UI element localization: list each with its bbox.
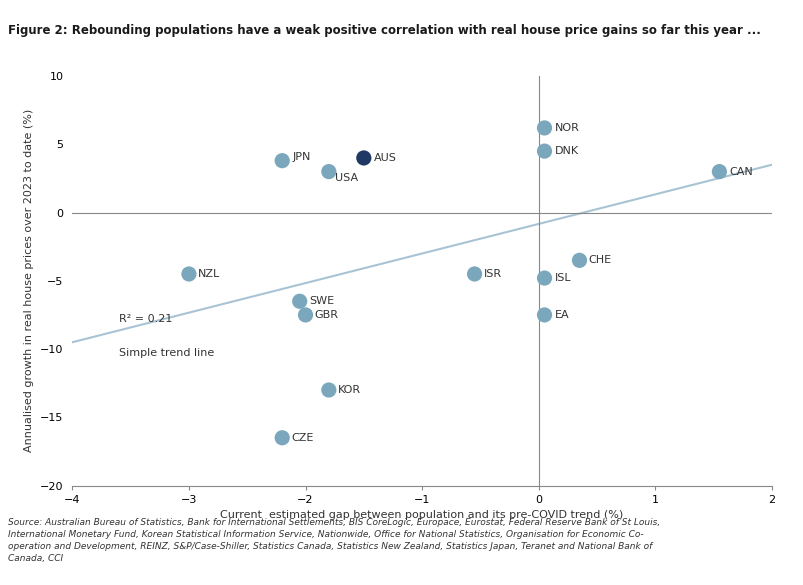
Text: USA: USA: [334, 173, 357, 184]
X-axis label: Current  estimated gap between population and its pre-COVID trend (%): Current estimated gap between population…: [220, 510, 623, 520]
Text: JPN: JPN: [292, 152, 311, 161]
Point: [322, 167, 335, 176]
Text: ISR: ISR: [483, 269, 501, 279]
Text: CAN: CAN: [729, 167, 752, 177]
Point: [537, 123, 550, 133]
Text: NZL: NZL: [198, 269, 220, 279]
Text: ISL: ISL: [554, 273, 571, 283]
Point: [537, 310, 550, 319]
Text: SWE: SWE: [308, 296, 334, 307]
Text: AUS: AUS: [374, 153, 397, 163]
Point: [712, 167, 725, 176]
Point: [537, 146, 550, 156]
Text: Source: Australian Bureau of Statistics, Bank for International Settlements, BIS: Source: Australian Bureau of Statistics,…: [8, 518, 659, 563]
Text: GBR: GBR: [315, 310, 338, 320]
Point: [182, 269, 195, 278]
Text: Figure 2: Rebounding populations have a weak positive correlation with real hous: Figure 2: Rebounding populations have a …: [8, 24, 760, 37]
Point: [293, 297, 306, 306]
Text: R² = 0.21: R² = 0.21: [119, 314, 172, 324]
Text: NOR: NOR: [554, 123, 579, 133]
Y-axis label: Annualised growth in real house prices over 2023 to date (%): Annualised growth in real house prices o…: [24, 109, 35, 452]
Text: CZE: CZE: [291, 433, 313, 443]
Point: [357, 153, 369, 163]
Point: [275, 433, 288, 442]
Point: [537, 273, 550, 283]
Text: DNK: DNK: [554, 146, 578, 156]
Point: [322, 386, 335, 395]
Text: Simple trend line: Simple trend line: [119, 348, 214, 358]
Text: EA: EA: [554, 310, 569, 320]
Point: [467, 269, 480, 278]
Point: [573, 256, 585, 265]
Point: [299, 310, 312, 319]
Text: KOR: KOR: [338, 385, 361, 395]
Point: [275, 156, 288, 166]
Text: CHE: CHE: [588, 255, 611, 266]
